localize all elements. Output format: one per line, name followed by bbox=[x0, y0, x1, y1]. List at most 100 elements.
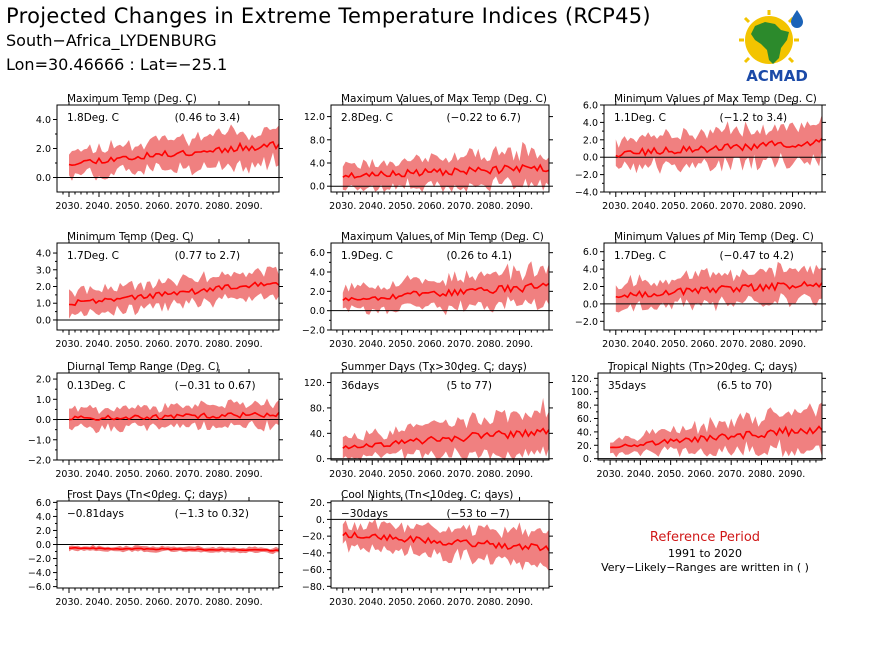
y-tick-label: 3.0 bbox=[36, 265, 51, 276]
mean-change-label: 1.1Deg. C bbox=[614, 112, 666, 124]
x-tick-label: 2030. bbox=[602, 339, 629, 350]
mean-change-label: 0.13Deg. C bbox=[67, 380, 126, 392]
x-tick-label: 2040. bbox=[632, 201, 659, 212]
chart-panel-7: Diurnal Temp Range (Deg. C) 0.13Deg. C (−0… bbox=[28, 361, 283, 480]
x-tick-label: 2080. bbox=[749, 201, 776, 212]
y-tick-label: 6.0 bbox=[583, 247, 598, 258]
range-band bbox=[69, 124, 279, 181]
y-tick-label: 2.0 bbox=[583, 282, 598, 293]
y-tick-label: 2.0 bbox=[36, 144, 51, 155]
mean-change-label: 1.9Deg. C bbox=[341, 250, 393, 262]
range-band bbox=[69, 398, 279, 434]
mean-change-label: 1.8Deg. C bbox=[67, 112, 119, 124]
x-tick-label: 2060. bbox=[418, 597, 445, 608]
chart-title: Frost Days (Tn<0deg. C; days) bbox=[67, 489, 227, 501]
chart-title: Minimum Values of Max Temp (Deg. C) bbox=[614, 93, 817, 105]
y-tick-label: 40. bbox=[577, 427, 592, 438]
x-tick-label: 2050. bbox=[661, 201, 688, 212]
y-tick-label: −6.0 bbox=[28, 582, 51, 593]
range-band bbox=[342, 141, 549, 192]
x-tick-label: 2090. bbox=[779, 201, 806, 212]
y-tick-label: −4.0 bbox=[575, 188, 598, 199]
x-tick-label: 2070. bbox=[447, 339, 474, 350]
x-tick-label: 2090. bbox=[506, 469, 533, 480]
y-tick-label: 6.0 bbox=[583, 101, 598, 112]
very-likely-range-label: (−0.47 to 4.2) bbox=[720, 250, 794, 262]
chart-title: Maximum Values of Max Temp (Deg. C) bbox=[341, 93, 547, 105]
y-tick-label: 6.0 bbox=[36, 498, 51, 509]
y-tick-label: 12.0 bbox=[304, 112, 325, 123]
x-tick-label: 2030. bbox=[329, 597, 356, 608]
y-tick-label: 6.0 bbox=[310, 248, 325, 259]
page-title: Projected Changes in Extreme Temperature… bbox=[6, 4, 651, 28]
x-tick-label: 2050. bbox=[388, 469, 415, 480]
y-tick-label: 4.0 bbox=[310, 268, 325, 279]
reference-period-years: 1991 to 2020 bbox=[667, 547, 743, 560]
y-tick-label: 4.0 bbox=[36, 249, 51, 260]
range-band bbox=[610, 402, 822, 458]
x-tick-label: 2070. bbox=[720, 201, 747, 212]
x-tick-label: 2040. bbox=[85, 201, 112, 212]
x-tick-label: 2050. bbox=[388, 339, 415, 350]
x-tick-label: 2030. bbox=[597, 469, 624, 480]
x-tick-label: 2060. bbox=[145, 201, 172, 212]
y-tick-label: 0.0 bbox=[36, 415, 51, 426]
x-tick-label: 2030. bbox=[55, 597, 82, 608]
chart-panel-4: Minimum Temp (Deg. C) 1.7Deg. C (0.77 to 2… bbox=[36, 231, 283, 350]
x-tick-label: 2030. bbox=[55, 339, 82, 350]
x-tick-label: 2090. bbox=[235, 469, 262, 480]
x-tick-label: 2040. bbox=[359, 597, 386, 608]
x-tick-label: 2080. bbox=[476, 597, 503, 608]
x-tick-label: 2070. bbox=[175, 597, 202, 608]
y-tick-label: 1.0 bbox=[36, 395, 51, 406]
y-tick-label: 20. bbox=[577, 441, 592, 452]
x-tick-label: 2030. bbox=[602, 201, 629, 212]
chart-panel-8: Summer Days (Tx>30deg. C; days) 36days (5 … bbox=[304, 361, 553, 480]
x-tick-label: 2030. bbox=[55, 469, 82, 480]
mean-change-line bbox=[68, 546, 280, 552]
x-tick-label: 2060. bbox=[691, 201, 718, 212]
y-tick-label: −2.0 bbox=[28, 456, 51, 467]
y-tick-label: 4.0 bbox=[583, 118, 598, 129]
mean-change-label: 1.7Deg. C bbox=[614, 250, 666, 262]
x-tick-label: 2090. bbox=[506, 339, 533, 350]
chart-panel-6: Minimum Values of Min Temp (Deg. C) 1.7De… bbox=[575, 231, 826, 350]
y-tick-label: 0.0 bbox=[36, 173, 51, 184]
plot-frame bbox=[330, 242, 550, 331]
africa-map-icon bbox=[751, 22, 789, 64]
x-tick-label: 2050. bbox=[115, 201, 142, 212]
x-tick-label: 2070. bbox=[175, 469, 202, 480]
y-tick-label: −2.0 bbox=[575, 317, 598, 328]
y-tick-label: 0.0 bbox=[583, 299, 598, 310]
x-tick-label: 2080. bbox=[205, 597, 232, 608]
x-tick-label: 2080. bbox=[205, 469, 232, 480]
x-tick-label: 2060. bbox=[418, 201, 445, 212]
mean-change-label: 2.8Deg. C bbox=[341, 112, 393, 124]
chart-panel-1: Maximum Temp (Deg. C) 1.8Deg. C (0.46 to 3… bbox=[36, 93, 283, 212]
x-tick-label: 2090. bbox=[779, 339, 806, 350]
y-tick-label: 0.0 bbox=[36, 315, 51, 326]
x-tick-label: 2080. bbox=[476, 469, 503, 480]
range-band bbox=[615, 114, 822, 174]
y-tick-label: 0. bbox=[316, 454, 325, 465]
chart-title: Tropical Nights (Tn>20deg. C; days) bbox=[607, 361, 797, 373]
plot-frame bbox=[330, 372, 550, 461]
y-tick-label: 120. bbox=[571, 374, 592, 385]
y-tick-label: 20. bbox=[310, 498, 325, 509]
x-tick-label: 2030. bbox=[329, 201, 356, 212]
x-tick-label: 2040. bbox=[627, 469, 654, 480]
x-tick-label: 2090. bbox=[506, 201, 533, 212]
y-tick-label: 0.0 bbox=[310, 306, 325, 317]
x-tick-label: 2080. bbox=[205, 201, 232, 212]
x-tick-label: 2060. bbox=[145, 597, 172, 608]
y-tick-label: 40. bbox=[310, 429, 325, 440]
chart-panel-3: Minimum Values of Max Temp (Deg. C) 1.1De… bbox=[575, 93, 826, 212]
y-tick-label: 4.0 bbox=[36, 512, 51, 523]
x-tick-label: 2050. bbox=[115, 339, 142, 350]
x-tick-label: 2080. bbox=[749, 339, 776, 350]
water-drop-icon bbox=[791, 10, 803, 28]
chart-title: Minimum Values of Min Temp (Deg. C) bbox=[614, 231, 814, 243]
x-tick-label: 2060. bbox=[687, 469, 714, 480]
reference-period-title: Reference Period bbox=[649, 530, 761, 545]
x-tick-label: 2040. bbox=[85, 339, 112, 350]
